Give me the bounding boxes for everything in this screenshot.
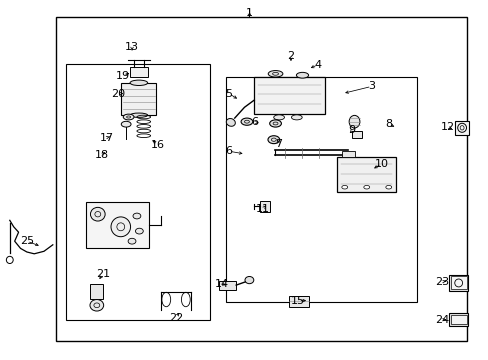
Bar bbox=[130, 67, 147, 77]
Text: 24: 24 bbox=[434, 315, 449, 325]
Text: 2: 2 bbox=[287, 51, 294, 61]
Ellipse shape bbox=[348, 115, 359, 128]
Text: 11: 11 bbox=[256, 204, 269, 214]
Text: 18: 18 bbox=[95, 150, 108, 160]
Ellipse shape bbox=[130, 80, 147, 85]
Ellipse shape bbox=[133, 213, 141, 219]
Text: 17: 17 bbox=[100, 132, 113, 143]
Ellipse shape bbox=[90, 207, 105, 221]
Text: 8: 8 bbox=[385, 119, 391, 129]
Ellipse shape bbox=[341, 185, 347, 189]
Bar bbox=[66, 64, 210, 320]
Bar bbox=[337, 157, 395, 192]
Text: 10: 10 bbox=[374, 159, 387, 169]
Text: 1: 1 bbox=[245, 8, 252, 18]
Bar bbox=[342, 151, 354, 157]
Ellipse shape bbox=[123, 114, 134, 120]
Ellipse shape bbox=[128, 238, 136, 244]
Text: 25: 25 bbox=[20, 236, 34, 246]
Bar bbox=[288, 296, 308, 307]
Ellipse shape bbox=[135, 228, 143, 234]
Ellipse shape bbox=[273, 115, 284, 120]
Bar bbox=[351, 131, 361, 138]
Text: 4: 4 bbox=[314, 60, 321, 70]
Text: 15: 15 bbox=[291, 296, 305, 306]
Ellipse shape bbox=[363, 185, 369, 189]
Ellipse shape bbox=[296, 72, 308, 78]
Bar bbox=[450, 276, 466, 289]
Bar bbox=[56, 17, 466, 341]
Ellipse shape bbox=[269, 120, 281, 127]
Ellipse shape bbox=[241, 118, 252, 125]
Ellipse shape bbox=[244, 276, 253, 284]
Ellipse shape bbox=[130, 113, 147, 117]
Text: 19: 19 bbox=[116, 71, 130, 81]
Text: 5: 5 bbox=[225, 89, 232, 99]
Bar bbox=[85, 202, 149, 248]
Text: 7: 7 bbox=[275, 139, 282, 149]
Text: 16: 16 bbox=[150, 140, 164, 150]
Text: 12: 12 bbox=[440, 122, 453, 132]
Bar bbox=[225, 77, 416, 302]
Ellipse shape bbox=[291, 115, 302, 120]
Ellipse shape bbox=[90, 300, 103, 311]
Text: 6: 6 bbox=[225, 146, 232, 156]
Bar bbox=[219, 281, 236, 290]
Ellipse shape bbox=[385, 185, 391, 189]
Bar bbox=[260, 201, 269, 212]
Text: 22: 22 bbox=[168, 312, 183, 323]
Text: 20: 20 bbox=[111, 89, 125, 99]
Bar bbox=[254, 77, 325, 114]
Ellipse shape bbox=[121, 121, 131, 127]
Bar bbox=[448, 275, 468, 291]
Bar bbox=[90, 284, 102, 299]
Ellipse shape bbox=[267, 136, 279, 144]
Text: 9: 9 bbox=[348, 125, 355, 135]
Text: 3: 3 bbox=[367, 81, 374, 91]
Ellipse shape bbox=[6, 256, 13, 264]
Text: 6: 6 bbox=[250, 117, 257, 127]
Bar bbox=[448, 313, 468, 326]
Ellipse shape bbox=[268, 71, 282, 77]
Text: 14: 14 bbox=[214, 279, 228, 289]
Ellipse shape bbox=[111, 217, 130, 237]
Text: 23: 23 bbox=[435, 276, 448, 287]
Bar bbox=[121, 83, 156, 115]
Bar bbox=[450, 315, 466, 324]
Text: 13: 13 bbox=[125, 42, 139, 52]
Text: 21: 21 bbox=[96, 269, 109, 279]
Bar bbox=[454, 121, 468, 135]
Ellipse shape bbox=[226, 118, 235, 126]
